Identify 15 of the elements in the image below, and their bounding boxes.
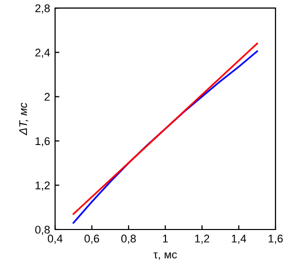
y-axis-title: ΔT, мс [19,102,28,136]
x-axis-title: τ, мс [154,252,177,260]
y-tick-label: 1,6 [36,137,50,146]
x-tick-label: 1,6 [268,234,283,244]
y-tick-label: 0,8 [35,226,50,235]
x-tick-label: 0,6 [84,234,100,244]
x-tick-label: 1,4 [232,234,246,244]
y-tick-label: 2,8 [35,4,50,14]
x-tick-label: 0,8 [121,234,136,244]
y-tick-label: 2,4 [35,48,50,58]
y-tick-label: 1,2 [36,181,50,191]
x-tick-label: 1,2 [195,234,210,244]
y-tick-label: 2 [44,92,50,101]
x-tick-label: 0,4 [48,234,62,244]
x-tick-label: 1 [163,234,168,242]
